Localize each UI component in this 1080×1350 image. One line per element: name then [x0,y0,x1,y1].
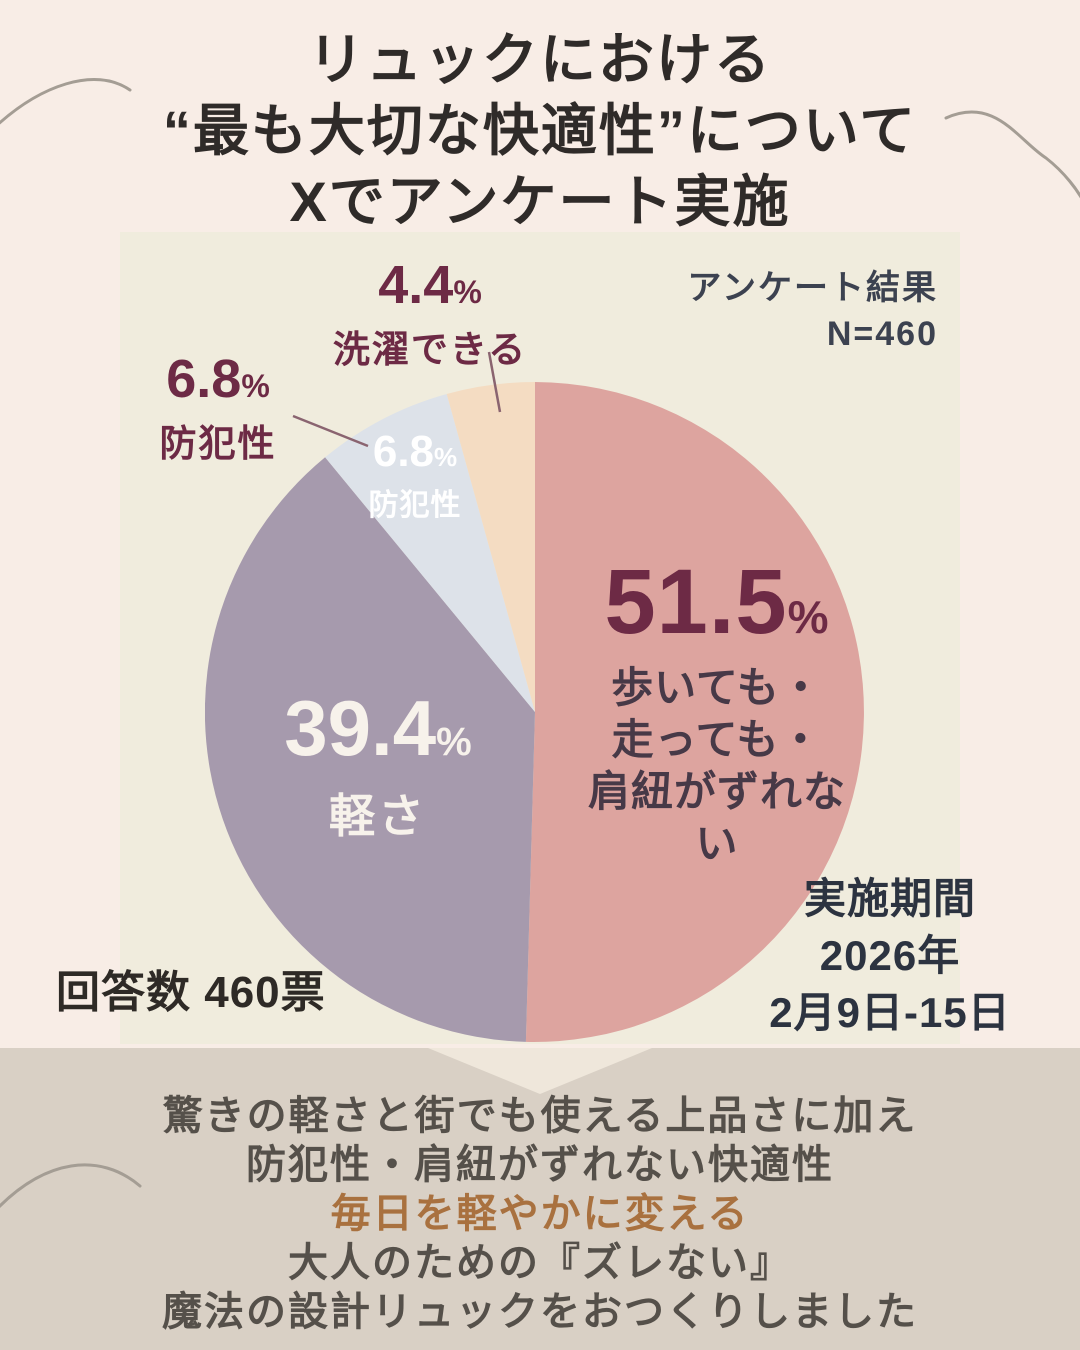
light-percent: 39.4% [284,684,472,772]
pie-slice-1 [205,457,535,1042]
main-slice-line-3: 肩紐がずれない [587,767,846,867]
responses-count-label: 回答数 460票 [56,968,326,1017]
security-inner-name: 防犯性 [368,489,462,523]
period-title: 実施期間 [803,875,976,922]
percent-sign: % [453,274,482,310]
slice-label-security-inner: 6.8% 防犯性 [330,427,500,524]
wash-percent: 4.4% [378,255,482,315]
down-arrow-icon [428,1048,652,1094]
slice-label-wash: 4.4% 洗濯できる [318,255,542,373]
percent-sign: % [787,591,830,643]
slice-label-security-outer: 6.8% 防犯性 [108,349,328,467]
footer-line-4: 大人のための『ズレない』 [288,1241,792,1285]
percent-sign: % [241,368,270,404]
survey-result-note: アンケート結果 N=460 [687,266,938,358]
pie-chart [205,382,864,1042]
footer-line-2: 防犯性・肩紐がずれない快適性 [246,1143,834,1187]
footer-line-3-accent: 毎日を軽やかに変える [330,1192,750,1236]
period-dates: 2月9日-15日 [769,989,1011,1036]
wash-name: 洗濯できる [332,329,528,371]
footer-band: 驚きの軽さと街でも使える上品さに加え 防犯性・肩紐がずれない快適性 毎日を軽やか… [0,1048,1080,1350]
title-line-3: Xでアンケート実施 [289,170,791,233]
footer-line-1: 驚きの軽さと街でも使える上品さに加え [162,1094,918,1138]
title-line-1: リュックにおける [308,28,772,91]
survey-sample-size: N=460 [826,314,938,353]
survey-result-label: アンケート結果 [687,269,938,307]
pie-slice-2 [325,394,535,712]
security-inner-percent: 6.8% [372,427,458,476]
period-year: 2026年 [819,932,961,979]
main-slice-text: 歩いても・ 走っても・ 肩紐がずれない [572,662,862,870]
footer-text: 驚きの軽さと街でも使える上品さに加え 防犯性・肩紐がずれない快適性 毎日を軽やか… [0,1092,1080,1337]
title-line-2: “最も大切な快適性”について [162,99,918,162]
slice-label-main: 51.5% 歩いても・ 走っても・ 肩紐がずれない [572,550,862,870]
main-slice-line-1: 歩いても・ [611,663,823,711]
security-percent: 6.8% [166,349,270,409]
page-title: リュックにおける “最も大切な快適性”について Xでアンケート実施 [0,24,1080,237]
footer-line-5: 魔法の設計リュックをおつくりしました [162,1290,918,1334]
pie-slice-0 [525,382,864,1042]
slice-label-light: 39.4% 軽さ [238,684,518,846]
percent-sign: % [436,720,472,764]
survey-period-label: 実施期間 2026年 2月9日-15日 [750,870,1030,1041]
security-name: 防犯性 [159,423,277,465]
main-percent: 51.5% [604,551,830,653]
main-slice-line-2: 走っても・ [611,715,823,763]
light-name: 軽さ [329,789,427,842]
percent-sign: % [434,442,458,472]
pie-slice-3 [446,382,535,712]
